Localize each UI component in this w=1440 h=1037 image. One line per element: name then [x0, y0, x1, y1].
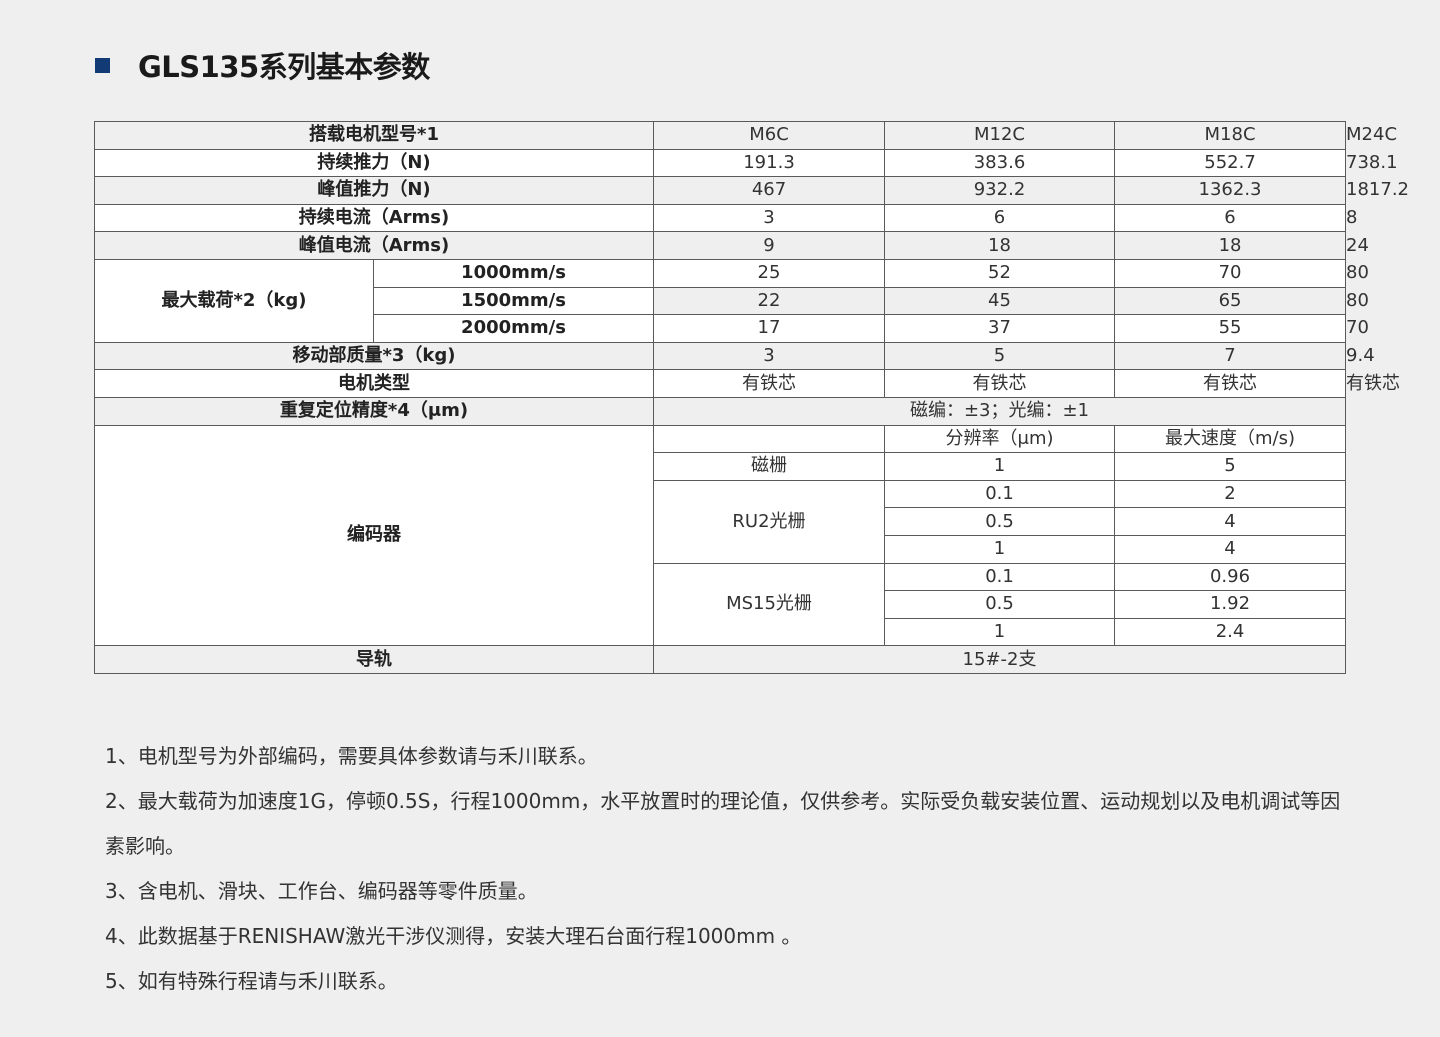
encoder-row: 0.5 4 — [95, 507, 1347, 536]
encoder-row: 磁栅 1 5 — [95, 452, 1347, 481]
row-label: 持续推力（N) — [94, 148, 654, 178]
speed-label: 1500mm/s — [373, 286, 654, 316]
value-cell: M18C — [1114, 121, 1347, 150]
encoder-row: RU2光栅 0.1 2 — [95, 479, 1347, 564]
resolution-header: 分辨率（μm) — [883, 424, 1116, 454]
value-cell: 有铁芯 — [883, 369, 1116, 398]
value-cell: 有铁芯 — [1114, 369, 1347, 398]
value-cell: 18 — [1114, 231, 1347, 260]
row-label: 电机类型 — [94, 369, 654, 398]
resolution-cell: 0.1 — [883, 562, 1116, 592]
resolution-cell: 1 — [883, 452, 1116, 481]
table-row: 持续电流（Arms) 3 6 6 8 — [94, 203, 1357, 233]
section-header: GLS135系列基本参数 — [95, 44, 430, 86]
value-cell: 552.7 — [1114, 148, 1347, 178]
value-cell: 9 — [653, 231, 885, 260]
encoder-header-row: 编码器 分辨率（μm) 最大速度（m/s) — [94, 424, 1347, 647]
table-row: 峰值电流（Arms) 9 18 18 24 — [94, 231, 1369, 260]
footnote: 2、最大载荷为加速度1G，停顿0.5S，行程1000mm，水平放置时的理论值，仅… — [105, 789, 1341, 858]
row-label: 移动部质量*3（kg) — [94, 341, 654, 371]
footnote: 3、含电机、滑块、工作台、编码器等零件质量。 — [105, 879, 538, 903]
max-speed-cell: 1.92 — [1114, 590, 1347, 619]
footnotes: 1、电机型号为外部编码，需要具体参数请与禾川联系。 2、最大载荷为加速度1G，停… — [105, 734, 1345, 1004]
encoder-type: RU2光栅 — [653, 479, 885, 564]
max-speed-cell: 2.4 — [1114, 617, 1347, 647]
max-speed-header: 最大速度（m/s) — [1114, 424, 1347, 454]
value-cell: 37 — [883, 314, 1116, 343]
blank-cell — [653, 424, 885, 454]
header-label: 搭载电机型号*1 — [94, 121, 654, 150]
encoder-label: 编码器 — [94, 424, 654, 647]
row-label: 重复定位精度*4（μm) — [94, 396, 654, 426]
spec-table: 搭载电机型号*1 M6C M12C M18C M24C 持续推力（N) 191.3 383.6… — [94, 121, 1409, 674]
max-speed-cell: 4 — [1114, 534, 1347, 564]
value-cell: 3 — [653, 203, 885, 233]
encoder-row: 0.5 1.92 — [95, 590, 1347, 619]
value-cell: 6 — [1114, 203, 1347, 233]
row-label: 导轨 — [94, 645, 654, 674]
value-cell: 17 — [653, 314, 885, 343]
speed-label: 1000mm/s — [373, 258, 654, 288]
table-row: 峰值推力（N) 467 932.2 1362.3 1817.2 — [94, 176, 1409, 205]
value-cell: 5 — [883, 341, 1116, 371]
value-cell: 有铁芯 — [653, 369, 885, 398]
value-cell: 1362.3 — [1114, 176, 1347, 205]
max-speed-cell: 5 — [1114, 452, 1347, 481]
max-load-label: 最大载荷*2（kg) — [94, 258, 374, 343]
motor-type-row: 电机类型 有铁芯 有铁芯 有铁芯 有铁芯 — [94, 369, 1400, 398]
value-cell: 7 — [1114, 341, 1347, 371]
value-cell: 6 — [883, 203, 1116, 233]
guide-rail-row: 导轨 15#-2支 — [94, 645, 1347, 674]
value-cell: 383.6 — [883, 148, 1116, 178]
encoder-row: MS15光栅 0.1 0.96 — [95, 562, 1347, 647]
square-bullet-icon — [95, 57, 110, 73]
max-load-row: 2000mm/s 17 37 55 70 — [95, 314, 1369, 343]
value-cell: 191.3 — [653, 148, 885, 178]
resolution-cell: 0.5 — [883, 507, 1116, 536]
encoder-type: 磁栅 — [653, 452, 885, 481]
value-cell: 45 — [883, 286, 1116, 316]
resolution-cell: 1 — [883, 534, 1116, 564]
value-cell: 25 — [653, 258, 885, 288]
value-cell: 22 — [653, 286, 885, 316]
value-cell: 3 — [653, 341, 885, 371]
max-speed-cell: 2 — [1114, 479, 1347, 509]
footnote: 4、此数据基于RENISHAW激光干涉仪测得，安装大理石台面行程1000mm 。 — [105, 924, 802, 948]
header-row: 搭载电机型号*1 M6C M12C M18C M24C — [94, 121, 1397, 150]
page-title: GLS135系列基本参数 — [138, 50, 430, 84]
max-speed-cell: 4 — [1114, 507, 1347, 536]
table-row: 持续推力（N) 191.3 383.6 552.7 738.1 — [94, 148, 1398, 178]
encoder-type: MS15光栅 — [653, 562, 885, 647]
encoder-row: 1 2.4 — [95, 617, 1347, 647]
max-speed-cell: 0.96 — [1114, 562, 1347, 592]
value-cell: 磁编：±3；光编：±1 — [652, 396, 1347, 426]
resolution-cell: 0.1 — [883, 479, 1116, 509]
row-label: 峰值推力（N) — [94, 176, 654, 205]
value-cell: 52 — [883, 258, 1116, 288]
row-label: 持续电流（Arms) — [94, 203, 654, 233]
value-cell: M6C — [653, 121, 885, 150]
resolution-cell: 0.5 — [883, 590, 1116, 619]
value-cell: 70 — [1114, 258, 1347, 288]
value-cell: 18 — [883, 231, 1116, 260]
value-cell: 55 — [1114, 314, 1347, 343]
moving-mass-row: 移动部质量*3（kg) 3 5 7 9.4 — [94, 341, 1375, 371]
max-load-row: 最大载荷*2（kg) 1000mm/s 25 52 70 80 — [94, 258, 1369, 343]
resolution-cell: 1 — [883, 617, 1116, 647]
value-cell: 932.2 — [883, 176, 1116, 205]
repeatability-row: 重复定位精度*4（μm) 磁编：±3；光编：±1 — [94, 396, 1347, 426]
footnote: 1、电机型号为外部编码，需要具体参数请与禾川联系。 — [105, 744, 598, 768]
speed-label: 2000mm/s — [373, 314, 654, 343]
value-cell: 467 — [653, 176, 885, 205]
footnote: 5、如有特殊行程请与禾川联系。 — [105, 969, 398, 993]
row-label: 峰值电流（Arms) — [94, 231, 654, 260]
value-cell: M12C — [883, 121, 1116, 150]
value-cell: 65 — [1114, 286, 1347, 316]
value-cell: 15#-2支 — [652, 645, 1347, 674]
